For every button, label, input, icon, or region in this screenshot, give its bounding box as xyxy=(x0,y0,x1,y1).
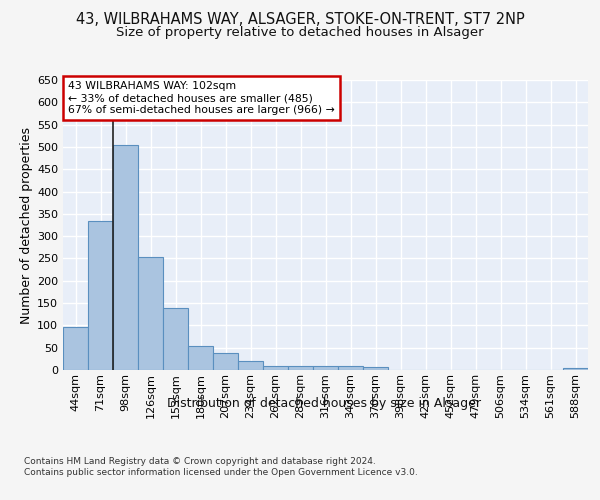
Bar xyxy=(263,366,288,370)
Text: Size of property relative to detached houses in Alsager: Size of property relative to detached ho… xyxy=(116,26,484,39)
Text: 43, WILBRAHAMS WAY, ALSAGER, STOKE-ON-TRENT, ST7 2NP: 43, WILBRAHAMS WAY, ALSAGER, STOKE-ON-TR… xyxy=(76,12,524,28)
Bar xyxy=(563,368,588,370)
Bar xyxy=(113,145,138,370)
Bar xyxy=(138,256,163,370)
Bar xyxy=(338,366,363,370)
Bar xyxy=(88,222,113,370)
Bar xyxy=(213,354,238,370)
Bar xyxy=(163,308,188,370)
Bar xyxy=(238,360,263,370)
Y-axis label: Number of detached properties: Number of detached properties xyxy=(20,126,33,324)
Bar xyxy=(288,366,313,370)
Text: 43 WILBRAHAMS WAY: 102sqm
← 33% of detached houses are smaller (485)
67% of semi: 43 WILBRAHAMS WAY: 102sqm ← 33% of detac… xyxy=(68,82,335,114)
Text: Contains HM Land Registry data © Crown copyright and database right 2024.
Contai: Contains HM Land Registry data © Crown c… xyxy=(24,458,418,477)
Bar xyxy=(63,326,88,370)
Bar xyxy=(363,368,388,370)
Text: Distribution of detached houses by size in Alsager: Distribution of detached houses by size … xyxy=(167,398,481,410)
Bar xyxy=(313,366,338,370)
Bar xyxy=(188,346,213,370)
